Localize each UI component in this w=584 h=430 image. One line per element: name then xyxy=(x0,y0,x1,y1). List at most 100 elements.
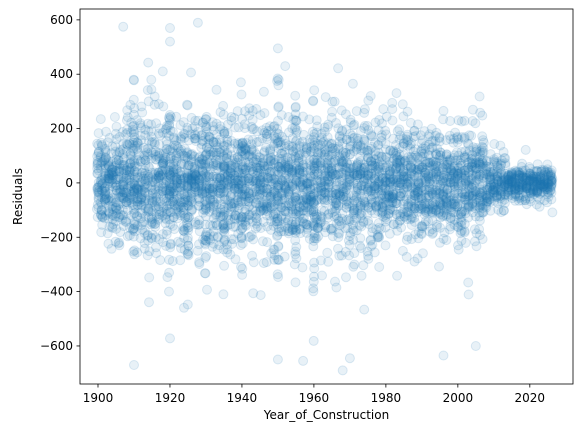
data-point xyxy=(96,210,107,221)
data-point xyxy=(92,199,103,210)
data-point xyxy=(111,134,122,145)
data-point xyxy=(126,197,137,208)
data-point xyxy=(255,290,266,301)
data-point xyxy=(322,122,333,132)
data-point xyxy=(99,194,110,205)
data-point xyxy=(93,202,104,213)
data-point xyxy=(110,165,121,176)
data-point xyxy=(273,240,284,251)
data-point xyxy=(124,158,135,169)
data-point xyxy=(114,166,125,176)
data-point xyxy=(121,165,132,176)
data-point xyxy=(111,174,122,185)
data-point xyxy=(132,196,143,207)
data-point xyxy=(97,139,107,150)
data-point xyxy=(202,284,212,295)
data-point xyxy=(110,182,121,193)
data-point xyxy=(93,146,104,157)
data-point xyxy=(520,144,531,155)
data-point xyxy=(169,224,180,235)
data-point xyxy=(93,140,104,151)
data-point xyxy=(470,341,481,351)
data-point xyxy=(129,132,140,143)
data-point xyxy=(122,127,133,138)
data-point xyxy=(122,139,133,150)
data-point xyxy=(129,207,140,218)
data-point xyxy=(102,137,113,148)
data-point xyxy=(124,222,135,233)
data-point xyxy=(96,174,107,185)
data-point xyxy=(142,250,153,261)
data-point xyxy=(107,201,118,212)
y-tick-label: 200 xyxy=(50,122,73,136)
data-point xyxy=(137,167,147,178)
data-point xyxy=(93,177,104,188)
data-point xyxy=(477,234,488,245)
data-point xyxy=(96,157,107,168)
data-point xyxy=(132,220,143,231)
data-point xyxy=(248,257,259,268)
data-point xyxy=(118,221,129,232)
data-point xyxy=(237,269,248,280)
data-point xyxy=(104,221,115,232)
data-point xyxy=(477,145,487,156)
data-point xyxy=(107,167,118,178)
y-tick-label: −600 xyxy=(40,339,73,353)
data-point xyxy=(95,152,106,163)
data-point xyxy=(129,75,139,86)
data-point xyxy=(131,143,142,154)
data-point xyxy=(108,170,119,181)
data-point xyxy=(110,166,121,176)
data-point xyxy=(129,176,140,187)
data-point xyxy=(121,146,132,157)
data-point xyxy=(108,192,119,203)
data-point xyxy=(115,187,125,198)
data-point xyxy=(132,189,143,200)
data-point xyxy=(92,182,103,193)
data-point xyxy=(365,91,376,101)
data-point xyxy=(309,85,320,96)
data-point xyxy=(132,187,143,198)
data-point xyxy=(132,199,143,210)
data-point xyxy=(93,192,104,203)
data-point xyxy=(165,23,175,33)
data-point xyxy=(262,237,273,248)
data-point xyxy=(119,175,129,186)
data-point xyxy=(129,161,140,172)
data-point xyxy=(124,193,135,204)
data-point xyxy=(392,270,403,281)
data-point xyxy=(434,261,444,272)
data-point xyxy=(175,255,186,266)
data-point xyxy=(115,191,126,202)
data-point xyxy=(130,201,140,212)
data-point xyxy=(103,188,114,199)
data-point xyxy=(114,147,125,158)
data-point xyxy=(101,126,111,137)
data-point xyxy=(157,66,168,77)
data-point xyxy=(111,208,122,219)
data-point xyxy=(99,194,110,205)
data-point xyxy=(272,354,283,365)
data-point xyxy=(129,184,139,195)
data-point xyxy=(100,146,111,157)
data-point xyxy=(106,195,117,206)
data-point xyxy=(129,159,140,169)
data-point xyxy=(111,205,122,216)
data-point xyxy=(113,155,124,166)
data-point xyxy=(120,187,131,198)
data-point xyxy=(128,178,139,189)
data-point xyxy=(236,89,247,100)
data-point xyxy=(100,193,111,204)
data-point xyxy=(94,187,105,198)
data-point xyxy=(108,204,119,215)
data-point xyxy=(474,91,485,102)
data-point xyxy=(92,155,103,166)
data-point xyxy=(92,186,103,197)
data-point xyxy=(100,188,111,199)
data-point xyxy=(218,100,229,111)
data-point xyxy=(114,240,125,251)
data-point xyxy=(117,210,128,221)
data-point xyxy=(99,195,110,206)
data-point xyxy=(164,286,174,297)
data-point xyxy=(96,185,107,196)
